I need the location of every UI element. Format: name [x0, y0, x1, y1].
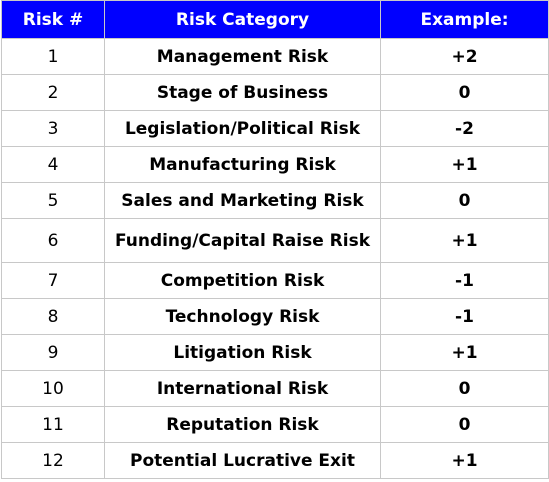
- risk-number-cell: 5: [1, 182, 105, 219]
- table-row: 3 Legislation/Political Risk -2: [1, 110, 549, 147]
- risk-number-cell: 10: [1, 370, 105, 407]
- table-row: 4 Manufacturing Risk +1: [1, 146, 549, 183]
- risk-category-cell: Legislation/Political Risk: [104, 110, 381, 147]
- risk-number-cell: 8: [1, 298, 105, 335]
- header-risk-category: Risk Category: [104, 0, 381, 39]
- risk-number-cell: 1: [1, 38, 105, 75]
- risk-number-cell: 12: [1, 442, 105, 479]
- table-row: 8 Technology Risk -1: [1, 298, 549, 335]
- table-row: 9 Litigation Risk +1: [1, 334, 549, 371]
- table-row: 10 International Risk 0: [1, 370, 549, 407]
- example-cell: +1: [380, 442, 549, 479]
- header-risk-number: Risk #: [1, 0, 105, 39]
- example-cell: +1: [380, 334, 549, 371]
- risk-category-cell: Reputation Risk: [104, 406, 381, 443]
- risk-number-cell: 7: [1, 262, 105, 299]
- risk-category-cell: Sales and Marketing Risk: [104, 182, 381, 219]
- risk-category-cell: Technology Risk: [104, 298, 381, 335]
- risk-number-cell: 3: [1, 110, 105, 147]
- risk-category-cell: International Risk: [104, 370, 381, 407]
- header-example: Example:: [380, 0, 549, 39]
- risk-category-cell: Litigation Risk: [104, 334, 381, 371]
- example-cell: 0: [380, 406, 549, 443]
- risk-category-cell: Stage of Business: [104, 74, 381, 111]
- risk-number-cell: 11: [1, 406, 105, 443]
- table-row: 11 Reputation Risk 0: [1, 406, 549, 443]
- risk-number-cell: 4: [1, 146, 105, 183]
- example-cell: +1: [380, 218, 549, 263]
- example-cell: +1: [380, 146, 549, 183]
- risk-category-cell: Funding/Capital Raise Risk: [104, 218, 381, 263]
- risk-number-cell: 6: [1, 218, 105, 263]
- example-cell: 0: [380, 182, 549, 219]
- table-row: 2 Stage of Business 0: [1, 74, 549, 111]
- risk-category-cell: Competition Risk: [104, 262, 381, 299]
- table-header-row: Risk # Risk Category Example:: [1, 0, 549, 39]
- example-cell: -1: [380, 298, 549, 335]
- table-row: 7 Competition Risk -1: [1, 262, 549, 299]
- table-row: 5 Sales and Marketing Risk 0: [1, 182, 549, 219]
- example-cell: -1: [380, 262, 549, 299]
- example-cell: -2: [380, 110, 549, 147]
- risk-number-cell: 2: [1, 74, 105, 111]
- risk-category-cell: Potential Lucrative Exit: [104, 442, 381, 479]
- risk-category-cell: Management Risk: [104, 38, 381, 75]
- example-cell: 0: [380, 74, 549, 111]
- example-cell: 0: [380, 370, 549, 407]
- risk-number-cell: 9: [1, 334, 105, 371]
- example-cell: +2: [380, 38, 549, 75]
- table-row: 12 Potential Lucrative Exit +1: [1, 442, 549, 479]
- table-row: 1 Management Risk +2: [1, 38, 549, 75]
- table-row: 6 Funding/Capital Raise Risk +1: [1, 218, 549, 263]
- risk-category-cell: Manufacturing Risk: [104, 146, 381, 183]
